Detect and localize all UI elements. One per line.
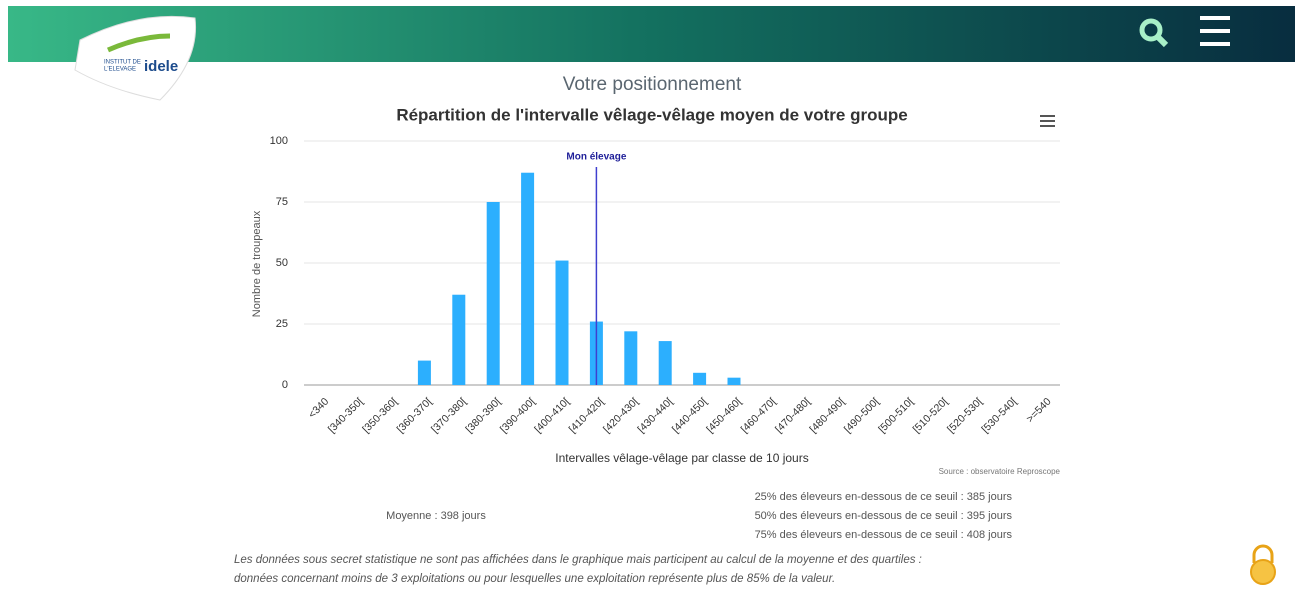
- bar: [693, 372, 707, 385]
- x-axis-label: Intervalles vêlage-vêlage par classe de …: [555, 451, 808, 465]
- bar: [624, 331, 638, 385]
- note: Les données sous secret statistique ne s…: [234, 554, 922, 566]
- logo-line1: INSTITUT DE: [104, 60, 141, 66]
- x-tick-label: <340: [306, 395, 331, 420]
- bar: [521, 172, 535, 385]
- x-tick-label: [410-420[: [567, 396, 607, 436]
- section-title: Votre positionnement: [563, 74, 742, 95]
- x-tick-label: [420-430[: [601, 396, 641, 436]
- search-icon[interactable]: [1139, 18, 1169, 48]
- x-tick-label: [470-480[: [773, 396, 813, 436]
- header-bar: [8, 6, 1295, 62]
- x-tick-label: [360-370[: [395, 396, 435, 436]
- quartile: 25% des éleveurs en-dessous de ce seuil …: [755, 491, 1013, 503]
- x-tick-label: [440-450[: [670, 396, 710, 436]
- mean: Moyenne : 398 jours: [386, 510, 486, 522]
- logo-line2: L'ELEVAGE: [104, 67, 136, 73]
- y-axis-label: Nombre de troupeaux: [251, 210, 263, 317]
- x-tick-label: [490-500[: [842, 396, 882, 436]
- quartile: 50% des éleveurs en-dessous de ce seuil …: [755, 510, 1013, 522]
- x-tick-label: [530-540[: [979, 396, 1019, 436]
- bar: [727, 377, 741, 385]
- x-tick-label: [520-530[: [945, 396, 985, 436]
- quartile: 75% des éleveurs en-dessous de ce seuil …: [755, 529, 1013, 541]
- logo-swoosh: [106, 33, 171, 53]
- bar: [486, 202, 500, 385]
- bar: [452, 294, 466, 385]
- x-tick-label: [380-390[: [463, 396, 503, 436]
- bar: [658, 341, 672, 385]
- x-tick-label: [400-410[: [532, 396, 572, 436]
- x-tick-label: [450-460[: [704, 396, 744, 436]
- chart-title: Répartition de l'intervalle vêlage-vêlag…: [396, 105, 907, 124]
- chart-menu[interactable]: [1040, 115, 1055, 127]
- x-tick-label: [350-360[: [360, 396, 400, 436]
- x-tick-label: [370-380[: [429, 396, 469, 436]
- logo-brand: idele: [144, 58, 178, 75]
- y-tick-label: 100: [270, 135, 288, 147]
- lock-icon[interactable]: [1250, 544, 1276, 585]
- bar: [555, 260, 569, 385]
- note: données concernant moins de 3 exploitati…: [234, 573, 835, 585]
- x-tick-label: [510-520[: [911, 396, 951, 436]
- source: Source : observatoire Reproscope: [939, 467, 1061, 476]
- x-tick-label: [390-400[: [498, 396, 538, 436]
- y-tick-label: 50: [276, 257, 288, 269]
- y-tick-label: 25: [276, 318, 288, 330]
- annotation-label: Mon élevage: [566, 152, 626, 163]
- x-tick-label: [340-350[: [326, 396, 366, 436]
- x-tick-label: >=540: [1024, 395, 1054, 425]
- bar: [417, 360, 431, 385]
- y-tick-label: 0: [282, 379, 288, 391]
- x-tick-label: [500-510[: [876, 396, 916, 436]
- x-tick-label: [460-470[: [739, 396, 779, 436]
- y-tick-label: 75: [276, 196, 288, 208]
- menu-icon[interactable]: [1200, 16, 1230, 46]
- x-tick-label: [480-490[: [807, 396, 847, 436]
- x-tick-label: [430-440[: [635, 396, 675, 436]
